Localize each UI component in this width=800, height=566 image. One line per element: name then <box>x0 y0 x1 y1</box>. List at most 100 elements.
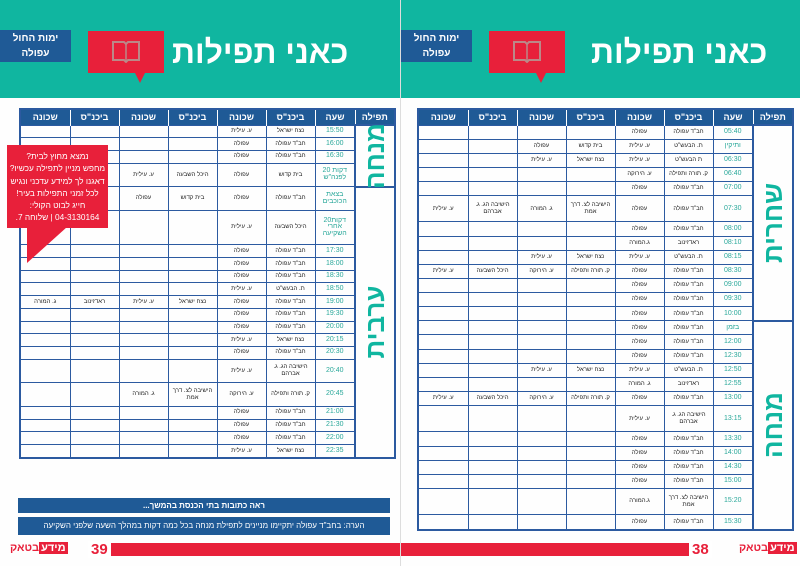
time-cell: 19:30 <box>314 307 356 322</box>
synagogue-cell <box>467 362 518 378</box>
synagogue-cell: חב"ד עפולה <box>663 292 714 308</box>
time-cell: 09:00 <box>712 277 754 294</box>
callout-line: 04-3130164 | שלוחה 7. <box>15 212 100 223</box>
synagogue-cell: חב"ד עפולה <box>663 180 714 197</box>
synagogue-cell: ת. הבעש"ט <box>663 138 714 154</box>
synagogue-cell <box>69 124 120 139</box>
table-row: 07:00 חב"ד עפולה עפולה <box>417 180 793 197</box>
neighborhood-cell: עפולה <box>216 345 267 360</box>
neighborhood-cell <box>417 320 469 336</box>
synagogue-cell <box>467 306 518 322</box>
time-cell: 21:30 <box>314 418 356 433</box>
synagogue-cell: חב"ד עפולה <box>663 445 714 461</box>
table-row: 13:00 חב"ד עפולה עפולה ק. תורה ותפילה ע. היר… <box>417 390 793 407</box>
synagogue-cell <box>69 307 120 322</box>
neighborhood-cell <box>19 418 71 433</box>
neighborhood-cell: עפולה <box>216 257 267 271</box>
column-header: ביכנ"ס <box>69 108 120 125</box>
time-cell: 12:50 <box>712 362 754 378</box>
neighborhood-cell <box>516 221 567 237</box>
synagogue-cell: נצח ישראל <box>565 362 616 378</box>
callout-line: לכל זמני התפילות בעיר! <box>16 187 99 198</box>
neighborhood-cell <box>516 459 567 475</box>
neighborhood-cell: ע. עילית <box>216 443 267 459</box>
neighborhood-cell: עפולה <box>216 418 267 433</box>
callout-line: מחפש מניין לתפילה עכשיו? <box>9 163 106 174</box>
time-cell: 12:30 <box>712 348 754 364</box>
neighborhood-cell <box>19 282 71 297</box>
neighborhood-cell: ע. עילית <box>118 162 169 188</box>
synagogue-cell <box>565 459 616 475</box>
synagogue-cell <box>167 345 218 360</box>
neighborhood-cell <box>417 306 469 322</box>
logo: מידעבטאק <box>10 542 68 554</box>
synagogue-cell: חב"ד עפולה <box>663 195 714 223</box>
neighborhood-cell: ע. הירוקה <box>516 263 567 279</box>
prayer-label: ערבית <box>359 285 390 359</box>
neighborhood-cell <box>118 405 169 420</box>
synagogue-cell <box>167 307 218 322</box>
neighborhood-cell <box>516 306 567 322</box>
synagogue-cell: חב"ד עפולה <box>663 334 714 350</box>
synagogue-cell <box>565 487 616 516</box>
neighborhood-cell <box>19 269 71 284</box>
neighborhood-cell: עפולה <box>216 307 267 322</box>
neighborhood-cell <box>516 292 567 308</box>
synagogue-cell <box>565 306 616 322</box>
table-row: 18:30 חב"ד עפולה עפולה <box>19 269 395 284</box>
table-row: 14:30 חב"ד עפולה עפולה <box>417 459 793 475</box>
neighborhood-cell: ע. עילית <box>216 358 267 384</box>
table-row: 12:50 ת. הבעש"ט ע. עילית נצח ישראל ע. עילית <box>417 362 793 378</box>
synagogue-cell: חב"ד עפולה <box>265 186 316 211</box>
neighborhood-cell <box>417 473 469 489</box>
table-row: 21:00 חב"ד עפולה עפולה <box>19 405 395 420</box>
synagogue-cell <box>565 320 616 336</box>
table-row: 08:10 ראדזינוב ג.המורה <box>417 235 793 251</box>
synagogue-cell: ת. הבעש"ט <box>265 282 316 297</box>
synagogue-cell: חב"ד עפולה <box>265 137 316 151</box>
table-row: 16:00 חב"ד עפולה עפולה <box>19 137 395 151</box>
open-book-icon <box>112 41 140 63</box>
neighborhood-cell: ע. עילית <box>614 405 665 433</box>
location-badge: ימות החול עפולה <box>0 30 71 62</box>
synagogue-cell: חב"ד עפולה <box>265 345 316 360</box>
callout-line: נמצא מחוץ לבית? <box>26 151 89 161</box>
addresses-note: ראה כתובות בתי הכנסת בהמשך... <box>18 498 390 513</box>
city-label: עפולה <box>21 48 50 59</box>
time-cell: 08:10 <box>712 235 754 251</box>
time-cell: דקות20 אחרי השקיעה <box>314 209 356 246</box>
neighborhood-cell <box>516 166 567 183</box>
neighborhood-cell <box>118 333 169 347</box>
time-cell: 07:30 <box>712 195 754 223</box>
synagogue-cell <box>69 418 120 433</box>
synagogue-cell <box>467 334 518 350</box>
time-cell: 08:30 <box>712 263 754 279</box>
synagogue-cell: הישיבה הג. ג. אברהם <box>663 405 714 433</box>
synagogue-cell <box>69 382 120 407</box>
table-row: 14:00 חב"ד עפולה עפולה <box>417 445 793 461</box>
column-header: ביכנ"ס <box>167 108 218 125</box>
time-cell: 05:40 <box>712 124 754 140</box>
page-title: כאני תפילות <box>591 34 768 70</box>
neighborhood-cell: ג. המורה <box>19 295 71 309</box>
neighborhood-cell <box>417 292 469 308</box>
synagogue-cell <box>69 269 120 284</box>
synagogue-cell: חב"ד עפולה <box>663 348 714 364</box>
table-row: 12:55 ראדזינוב ג. המורה <box>417 376 793 392</box>
neighborhood-cell: עפולה <box>614 195 665 223</box>
synagogue-cell <box>467 459 518 475</box>
table-row: 22:35 נצח ישראל ע. עילית <box>19 443 395 459</box>
table-row: 20:30 חב"ד עפולה עפולה <box>19 345 395 360</box>
synagogue-cell: נצח ישראל <box>265 333 316 347</box>
neighborhood-cell <box>118 431 169 445</box>
header-row: תפילה שעה ביכנ"ס שכונה ביכנ"ס שכונה ביכנ"ס שכונ… <box>19 108 396 125</box>
table-row: ותיקין ת. הבעש"ט ע. עילית בית קדוש עפולה <box>417 138 793 154</box>
neighborhood-cell <box>118 269 169 284</box>
time-cell: 18:30 <box>314 269 356 284</box>
synagogue-cell <box>565 431 616 447</box>
synagogue-cell <box>167 333 218 347</box>
synagogue-cell <box>565 348 616 364</box>
synagogue-cell: ק. תורה ותפילה <box>565 390 616 407</box>
header-row: תפילה שעה ביכנ"ס שכונה ביכנ"ס שכונה ביכנ"ס שכונ… <box>417 108 794 125</box>
table-row: 09:00 חב"ד עפולה עפולה <box>417 277 793 294</box>
